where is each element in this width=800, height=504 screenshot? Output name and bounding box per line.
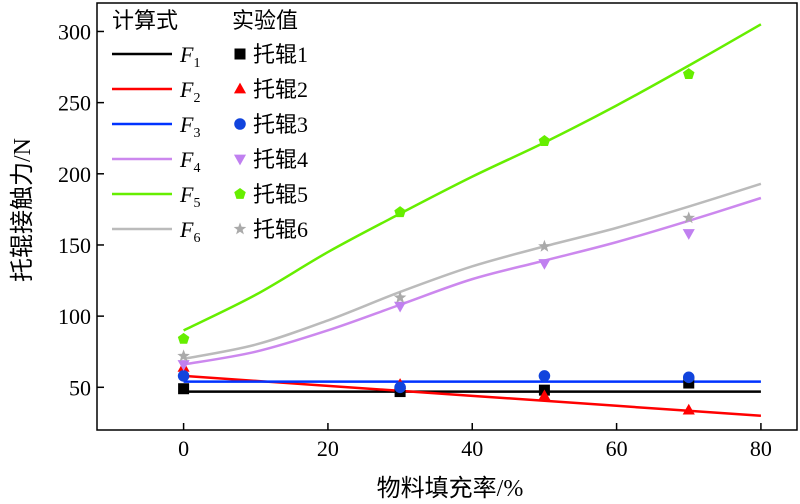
y-tick-label: 100	[58, 304, 91, 329]
calc-curve-6	[183, 182, 762, 361]
exp-point-star	[682, 211, 696, 224]
exp-point-triangle-up	[538, 389, 551, 401]
y-tick-label: 300	[58, 19, 91, 44]
x-tick-label: 0	[178, 436, 189, 461]
y-tick-label: 150	[58, 233, 91, 258]
legend-header-exp: 实验值	[232, 8, 298, 33]
legend-label-f1: F1	[179, 42, 200, 71]
exp-point-triangle-up	[682, 403, 695, 415]
x-tick-label: 20	[317, 436, 339, 461]
exp-point-triangle-down	[682, 229, 695, 240]
x-tick-label: 40	[461, 436, 483, 461]
exp-point-triangle-down	[394, 301, 407, 313]
exp-point-pentagon	[538, 135, 551, 146]
legend-marker-1	[234, 48, 246, 60]
exp-point-star	[538, 239, 551, 252]
y-tick-label: 50	[69, 375, 91, 400]
legend-marker-3	[234, 118, 246, 130]
x-axis-title: 物料填充率/%	[377, 475, 524, 502]
calc-curve-4	[183, 196, 762, 366]
legend-label-exp-4: 托辊4	[253, 147, 308, 172]
legend-marker-6	[233, 222, 247, 235]
plot-layer	[177, 23, 762, 418]
y-axis-title: 托辊接触力/N	[9, 138, 36, 282]
exp-point-star	[393, 291, 407, 303]
exp-point-triangle-down	[177, 360, 190, 371]
legend-label-exp-2: 托辊2	[253, 77, 308, 102]
exp-point-triangle-down	[538, 259, 551, 270]
exp-point-circle	[394, 381, 406, 394]
exp-point-square	[178, 383, 190, 395]
exp-point-pentagon	[394, 206, 406, 218]
exp-point-pentagon	[682, 68, 695, 80]
legend-header-calc: 计算式	[112, 8, 178, 33]
legend-label-exp-3: 托辊3	[253, 112, 308, 137]
legend-label-f4: F4	[179, 147, 200, 176]
y-tick-label: 250	[58, 91, 91, 116]
legend-marker-2	[233, 82, 247, 94]
legend-label-exp-6: 托辊6	[253, 217, 308, 242]
x-tick-label: 60	[606, 436, 628, 461]
legend-marker-4	[233, 154, 247, 166]
x-tick-label: 80	[750, 436, 772, 461]
plot-frame	[96, 2, 798, 431]
legend: 计算式 实验值 F1 F2 F3 F4 F5 F6 托辊1 托辊2 托辊3 托辊4 托辊5 托辊6	[112, 8, 308, 246]
exp-point-pentagon	[177, 332, 190, 344]
legend-label-exp-1: 托辊1	[253, 42, 308, 67]
calc-curve-5	[183, 23, 762, 332]
exp-point-circle	[682, 371, 695, 384]
legend-label-f2: F2	[179, 77, 200, 106]
legend-label-f3: F3	[179, 112, 200, 141]
legend-label-f6: F6	[179, 217, 200, 246]
legend-label-exp-5: 托辊5	[253, 182, 308, 207]
y-tick-label: 200	[58, 162, 91, 187]
axes-layer: 0 20 40 60 80 50 100 150 200 250 300	[58, 2, 798, 461]
exp-point-circle	[538, 370, 551, 382]
exp-point-star	[177, 349, 190, 362]
legend-label-f5: F5	[179, 182, 200, 211]
exp-point-circle	[177, 370, 190, 382]
legend-marker-5	[234, 187, 246, 199]
